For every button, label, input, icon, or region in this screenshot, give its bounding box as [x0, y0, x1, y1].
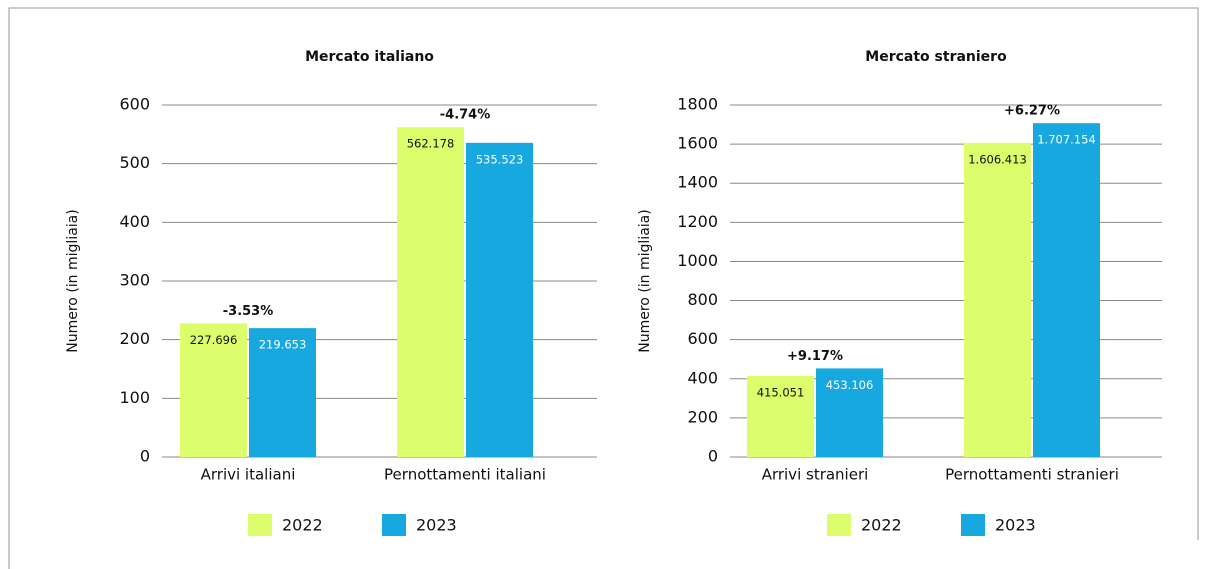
y-tick-label: 1400: [677, 173, 718, 192]
y-tick-label: 600: [119, 95, 150, 114]
x-tick-label: Arrivi italiani: [201, 466, 296, 484]
x-tick-label: Pernottamenti italiani: [384, 466, 546, 484]
legend-swatch: [248, 514, 272, 536]
value-label: 453.106: [826, 378, 874, 392]
y-tick-label: 200: [687, 407, 718, 426]
value-label: 219.653: [259, 338, 307, 352]
annotation: -4.74%: [440, 108, 491, 123]
annotation: +9.17%: [787, 349, 843, 364]
legend-swatch: [961, 514, 985, 536]
bar: [466, 142, 533, 457]
y-tick-label: 800: [687, 290, 718, 309]
y-tick-label: 400: [119, 212, 150, 231]
legend-swatch: [827, 514, 851, 536]
y-axis-label: Numero (in migliaia): [65, 209, 81, 352]
value-label: 415.051: [757, 385, 805, 399]
chart-title: Mercato straniero: [865, 49, 1007, 65]
x-tick-label: Arrivi stranieri: [762, 466, 869, 484]
value-label: 1.707.154: [1037, 133, 1096, 147]
frame: [8, 7, 1199, 569]
value-label: 227.696: [190, 333, 238, 347]
y-tick-label: 1600: [677, 134, 718, 153]
bar: [964, 142, 1031, 458]
bar: [747, 375, 814, 457]
y-tick-label: 200: [119, 329, 150, 348]
y-tick-label: 0: [708, 447, 718, 466]
value-label: 1.606.413: [968, 152, 1027, 166]
y-tick-label: 0: [140, 447, 150, 466]
legend-swatch: [382, 514, 406, 536]
y-tick-label: 100: [119, 388, 150, 407]
bar: [1033, 123, 1100, 457]
bar: [180, 323, 247, 457]
legend-label: 2023: [995, 516, 1036, 535]
bar: [397, 127, 464, 457]
bar: [249, 328, 316, 457]
legend-label: 2022: [861, 516, 902, 535]
annotation: +6.27%: [1004, 104, 1060, 119]
y-tick-label: 400: [687, 368, 718, 387]
y-tick-label: 1000: [677, 251, 718, 270]
y-tick-label: 1800: [677, 95, 718, 114]
y-tick-label: 500: [119, 153, 150, 172]
y-tick-label: 1200: [677, 212, 718, 231]
y-tick-label: 600: [687, 329, 718, 348]
value-label: 535.523: [476, 152, 524, 166]
y-tick-label: 300: [119, 271, 150, 290]
legend-label: 2022: [282, 516, 323, 535]
annotation: -3.53%: [223, 304, 274, 319]
x-tick-label: Pernottamenti stranieri: [945, 466, 1119, 484]
value-label: 562.178: [407, 137, 455, 151]
y-axis-label: Numero (in migliaia): [637, 209, 653, 352]
bar: [816, 368, 883, 457]
chart-title: Mercato italiano: [305, 49, 434, 65]
legend-label: 2023: [416, 516, 457, 535]
